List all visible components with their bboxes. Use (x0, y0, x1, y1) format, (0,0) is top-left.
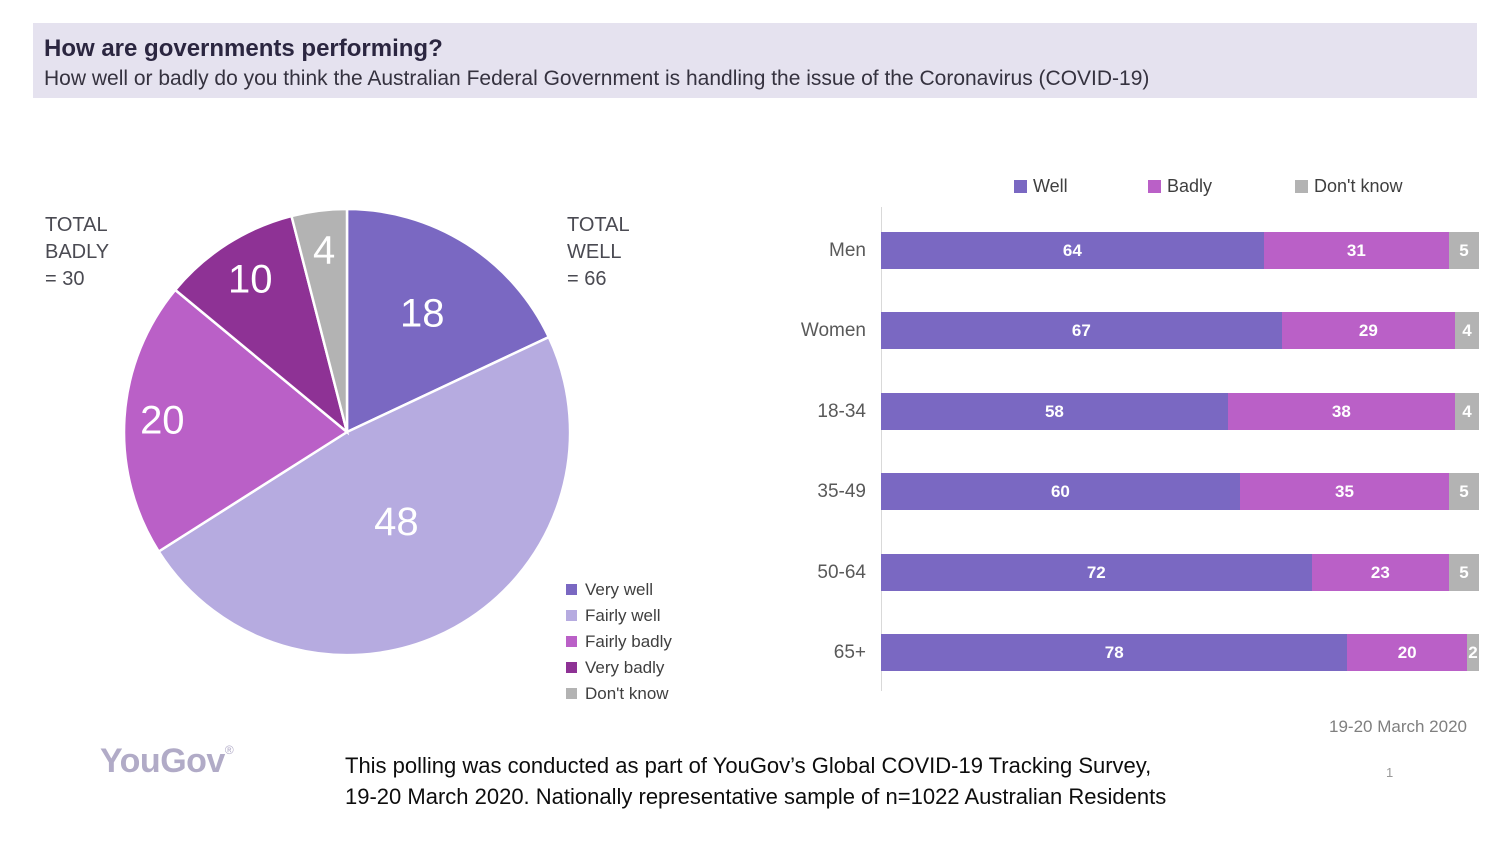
bar-category-label: Men (829, 239, 866, 261)
footer-note: This polling was conducted as part of Yo… (345, 750, 1166, 812)
page-subtitle: How well or badly do you think the Austr… (44, 67, 1150, 90)
pie-slice-fairly-badly (124, 288, 350, 554)
legend-swatch-icon (566, 584, 577, 595)
bar-segment-well: 64 (881, 231, 1264, 269)
bar-segment-don-t-know: 5 (1449, 231, 1479, 269)
bar-legend-item-well: Well (1014, 177, 1068, 196)
bar-segment-badly: 29 (1281, 312, 1456, 349)
bar-row-35-49: 35-49 60 35 5 (741, 473, 1479, 510)
legend-swatch-icon (566, 688, 577, 699)
legend-label: Very well (585, 580, 654, 599)
pie-chart: 18 48 20 10 4 (124, 209, 570, 655)
legend-swatch-icon (1295, 180, 1308, 193)
pie-slice-very-badly (173, 214, 350, 436)
bar-segment-don-t-know: 5 (1449, 553, 1479, 591)
bar-row-50-64: 50-64 72 23 5 (741, 553, 1479, 591)
bar-segment-don-t-know: 4 (1455, 312, 1479, 349)
total-badly-annotation: TOTAL BADLY = 30 (45, 214, 110, 290)
legend-swatch-icon (566, 662, 577, 673)
bar-axis-line (881, 207, 882, 691)
pie-legend-item-don-t-know: Don't know (566, 684, 672, 703)
pie-value-label-fairly-badly: 20 (140, 398, 185, 442)
pie-legend-item-fairly-badly: Fairly badly (566, 632, 672, 651)
pie-legend-item-very-well: Very well (566, 580, 672, 599)
pie-slice-don-t-know (289, 209, 349, 433)
legend-label: Very badly (585, 658, 665, 677)
pie-value-label-fairly-well: 48 (374, 500, 419, 544)
bar-segment-well: 72 (881, 553, 1312, 591)
chart-date-note: 19-20 March 2020 (1329, 717, 1467, 736)
footer-note-line: This polling was conducted as part of Yo… (345, 753, 1152, 778)
yougov-logo: YouGov® (100, 742, 234, 781)
bar-row-65: 65+ 78 20 2 (741, 634, 1479, 671)
bar-row-18-34: 18-34 58 38 4 (741, 392, 1479, 430)
pie-value-label-very-badly: 10 (228, 258, 273, 302)
pie-value-label-don-t-know: 4 (313, 229, 335, 273)
pie-slice-very-well (345, 209, 551, 434)
total-well-annotation: TOTAL WELL = 66 (567, 214, 630, 290)
bar-segment-badly: 38 (1227, 392, 1455, 430)
registered-trademark-icon: ® (224, 743, 234, 757)
bar-row-women: Women 67 29 4 (741, 312, 1479, 349)
pie-legend: Very well Fairly well Fairly badly Very bad… (566, 580, 672, 710)
bar-category-label: Women (800, 320, 866, 341)
bar-segment-badly: 35 (1239, 473, 1450, 510)
bar-segment-well: 60 (881, 473, 1240, 510)
pie-legend-item-fairly-well: Fairly well (566, 606, 672, 625)
legend-swatch-icon (1148, 180, 1161, 193)
footer-note-line: 19-20 March 2020. Nationally representat… (345, 784, 1167, 809)
pie-slice-fairly-well (156, 335, 570, 655)
bar-segment-don-t-know: 2 (1466, 634, 1479, 671)
legend-swatch-icon (1014, 180, 1027, 193)
legend-label: Fairly well (585, 606, 661, 625)
bar-segment-well: 67 (881, 312, 1282, 349)
legend-swatch-icon (566, 636, 577, 647)
legend-label: Don't know (1314, 176, 1403, 196)
bar-legend-item-don-t-know: Don't know (1295, 177, 1402, 196)
legend-label: Don't know (585, 684, 669, 703)
legend-label: Badly (1167, 176, 1213, 196)
bar-category-label: 18-34 (817, 400, 866, 422)
bar-category-label: 65+ (833, 642, 866, 663)
bar-category-label: 50-64 (817, 561, 866, 583)
header-band: How are governments performing? How well… (33, 23, 1477, 98)
pie-legend-item-very-badly: Very badly (566, 658, 672, 677)
bar-segment-well: 78 (881, 634, 1348, 671)
bar-segment-don-t-know: 4 (1454, 392, 1479, 430)
bar-segment-badly: 23 (1311, 553, 1450, 591)
legend-swatch-icon (566, 610, 577, 621)
bar-row-men: Men 64 31 5 (741, 231, 1479, 269)
page-number: 1 (1386, 765, 1394, 780)
legend-label: Well (1033, 176, 1068, 196)
bar-segment-badly: 31 (1263, 231, 1450, 269)
bar-legend-item-badly: Badly (1148, 177, 1212, 196)
yougov-logo-text: YouGov (100, 742, 225, 780)
bar-segment-don-t-know: 5 (1449, 473, 1479, 510)
bar-segment-well: 58 (881, 392, 1228, 430)
page-title: How are governments performing? (44, 35, 443, 62)
pie-value-label-very-well: 18 (400, 291, 445, 335)
legend-label: Fairly badly (585, 632, 672, 651)
bar-segment-badly: 20 (1347, 634, 1467, 671)
bar-category-label: 35-49 (817, 481, 866, 502)
